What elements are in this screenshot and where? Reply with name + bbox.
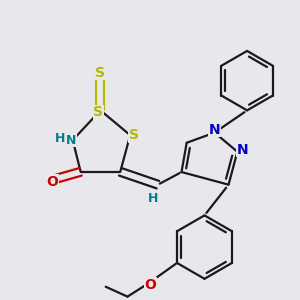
Text: S: S: [95, 66, 106, 80]
Text: N: N: [66, 134, 76, 147]
Text: N: N: [209, 123, 220, 136]
Text: S: S: [129, 128, 139, 142]
Text: H: H: [148, 192, 158, 205]
Text: H: H: [55, 132, 65, 145]
Text: N: N: [236, 143, 248, 157]
Text: S: S: [94, 105, 103, 119]
Text: O: O: [144, 278, 156, 292]
Text: O: O: [46, 175, 58, 189]
